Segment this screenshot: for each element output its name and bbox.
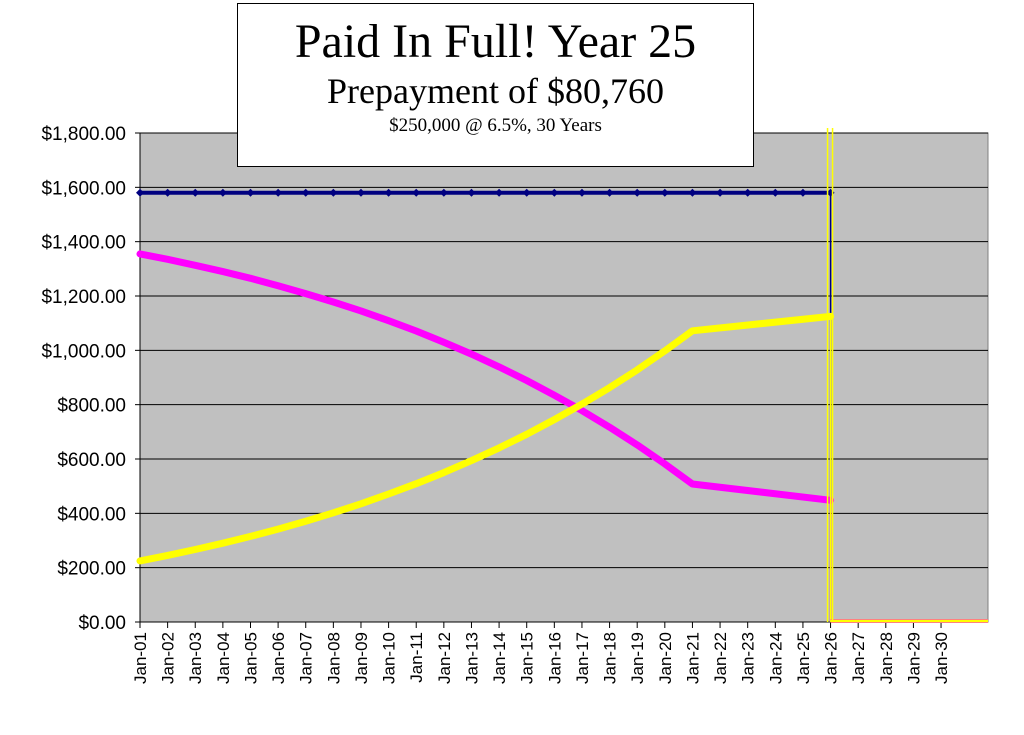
- x-tick-label: Jan-23: [739, 632, 758, 684]
- series-point: [301, 188, 310, 197]
- y-axis-ticks: $0.00 $200.00 $400.00 $600.00 $800.00 $1,000.…: [41, 124, 140, 634]
- x-tick-label: Jan-15: [518, 632, 537, 684]
- chart-note: $250,000 @ 6.5%, 30 Years: [389, 115, 602, 136]
- series-point: [716, 188, 725, 197]
- x-tick-label: Jan-25: [794, 632, 813, 684]
- x-tick-label: Jan-07: [297, 632, 316, 684]
- x-tick-label: Jan-09: [352, 632, 371, 684]
- x-tick-label: Jan-27: [849, 632, 868, 684]
- y-tick-label: $1,000.00: [41, 341, 126, 362]
- series-layer: [136, 188, 988, 623]
- series-point: [218, 188, 227, 197]
- x-tick-label: Jan-05: [241, 632, 260, 684]
- x-tick-label: Jan-13: [462, 632, 481, 684]
- x-tick-label: Jan-16: [545, 632, 564, 684]
- x-tick-label: Jan-10: [380, 632, 399, 684]
- x-tick-label: Jan-02: [159, 632, 178, 684]
- x-tick-label: Jan-30: [932, 632, 951, 684]
- title-box: Paid In Full! Year 25 Prepayment of $80,…: [237, 3, 754, 167]
- series-point: [329, 188, 338, 197]
- series-point: [688, 188, 697, 197]
- x-tick-label: Jan-19: [628, 632, 647, 684]
- series-point: [246, 188, 255, 197]
- y-tick-label: $400.00: [57, 504, 126, 525]
- series-point: [412, 188, 421, 197]
- y-tick-label: $0.00: [78, 613, 126, 634]
- series-point: [743, 188, 752, 197]
- series-point: [771, 188, 780, 197]
- series-point: [467, 188, 476, 197]
- x-tick-label: Jan-11: [407, 632, 426, 683]
- series-point: [550, 188, 559, 197]
- chart-subtitle: Prepayment of $80,760: [327, 71, 664, 111]
- y-tick-label: $1,800.00: [41, 124, 126, 145]
- x-tick-label: Jan-08: [324, 632, 343, 684]
- series-point: [798, 188, 807, 197]
- series-point: [605, 188, 614, 197]
- x-tick-label: Jan-17: [573, 632, 592, 684]
- x-tick-label: Jan-28: [877, 632, 896, 684]
- series-point: [163, 188, 172, 197]
- x-tick-label: Jan-18: [601, 632, 620, 684]
- y-tick-label: $800.00: [57, 396, 126, 417]
- plot-area: [139, 132, 989, 623]
- series-line: [136, 250, 835, 504]
- x-tick-label: Jan-22: [711, 632, 730, 684]
- x-tick-label: Jan-12: [435, 632, 454, 684]
- y-tick-label: $1,400.00: [41, 233, 126, 254]
- series-line: [136, 312, 835, 565]
- series-point: [191, 188, 200, 197]
- y-tick-label: $1,200.00: [41, 287, 126, 308]
- x-tick-label: Jan-01: [131, 632, 150, 684]
- y-tick-label: $200.00: [57, 559, 126, 580]
- y-tick-label: $1,600.00: [41, 178, 126, 199]
- x-tick-label: Jan-26: [822, 632, 841, 684]
- series-point: [633, 188, 642, 197]
- x-tick-label: Jan-04: [214, 632, 233, 684]
- series-point: [356, 188, 365, 197]
- x-tick-label: Jan-14: [490, 632, 509, 684]
- series-point: [274, 188, 283, 197]
- series-point: [577, 188, 586, 197]
- x-tick-label: Jan-06: [269, 632, 288, 684]
- x-tick-label: Jan-03: [186, 632, 205, 684]
- chart-title: Paid In Full! Year 25: [294, 15, 697, 68]
- series-point: [384, 188, 393, 197]
- x-tick-label: Jan-24: [766, 632, 785, 684]
- payoff-marker: [826, 128, 834, 622]
- series-point: [660, 188, 669, 197]
- series-point: [522, 188, 531, 197]
- series-point: [136, 188, 144, 197]
- series-point: [495, 188, 504, 197]
- series-point: [439, 188, 448, 197]
- x-tick-label: Jan-21: [683, 632, 702, 684]
- x-tick-label: Jan-20: [656, 632, 675, 684]
- x-axis-ticks: Jan-01 Jan-02 Jan-03 Jan-04 Jan-05 Jan-06 Jan-…: [131, 622, 951, 684]
- x-tick-label: Jan-29: [904, 632, 923, 684]
- y-tick-label: $600.00: [57, 450, 126, 471]
